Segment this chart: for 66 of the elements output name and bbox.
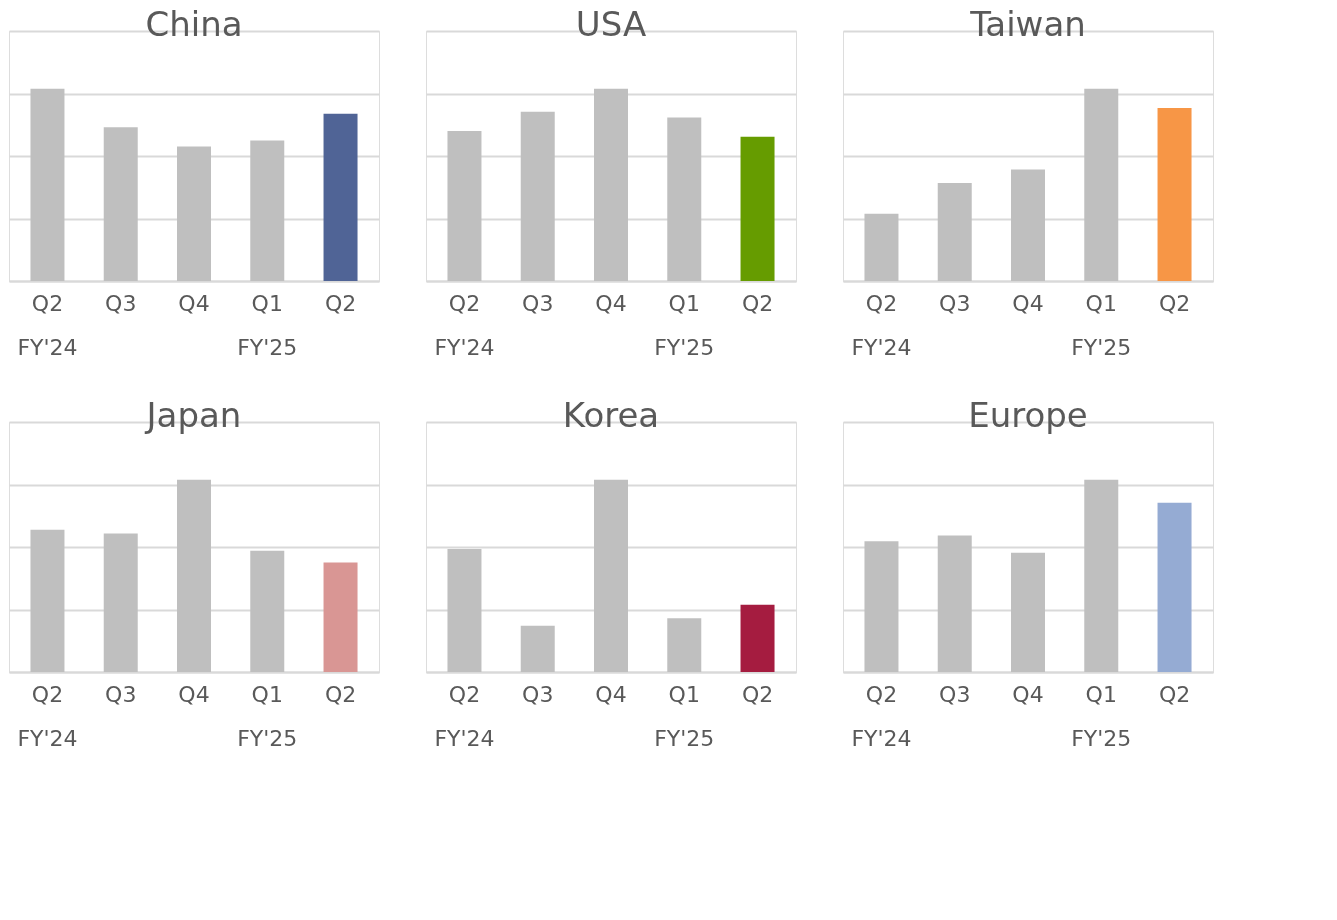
- x-tick-label: Q3: [939, 681, 971, 707]
- x-tick-label: Q4: [178, 290, 210, 316]
- chart-title: Europe: [968, 395, 1088, 435]
- bar: [177, 479, 211, 672]
- x-tick-label: Q4: [178, 681, 210, 707]
- bar: [177, 146, 211, 281]
- x-tick-label: Q4: [595, 681, 627, 707]
- bar: [103, 127, 138, 281]
- x-tick-label: Q3: [105, 290, 137, 316]
- bar: [864, 213, 899, 281]
- x-tick-label: Q2: [324, 681, 357, 707]
- bar: [1084, 88, 1119, 281]
- bar: [740, 136, 775, 281]
- x-tick-label: Q3: [939, 290, 971, 316]
- x-tick-label: Q1 FY'25: [1071, 290, 1132, 360]
- bar: [1157, 502, 1192, 672]
- bar: [864, 541, 899, 672]
- x-tick-label: Q2: [1158, 290, 1191, 316]
- x-tick-label: Q1 FY'25: [654, 290, 715, 360]
- x-tick-label: Q2 FY'24: [434, 290, 495, 360]
- bar: [1011, 552, 1045, 672]
- x-tick-label: Q2 FY'24: [17, 681, 78, 751]
- chart-title: Korea: [562, 395, 660, 435]
- bar: [520, 625, 555, 672]
- bar: [937, 182, 972, 281]
- bar: [323, 562, 358, 672]
- x-tick-label: Q4: [595, 290, 627, 316]
- chart-title: Taiwan: [969, 4, 1086, 44]
- x-tick-label: Q2 FY'24: [851, 681, 912, 751]
- bar: [667, 117, 702, 281]
- x-tick-label: Q2: [1158, 681, 1191, 707]
- bar: [520, 111, 555, 281]
- x-tick-label: Q1 FY'25: [237, 290, 298, 360]
- bar: [103, 533, 138, 672]
- x-tick-label: Q3: [105, 681, 137, 707]
- x-tick-label: Q2: [741, 290, 774, 316]
- x-tick-label: Q1 FY'25: [237, 681, 298, 751]
- chart-title: China: [145, 4, 243, 44]
- x-tick-label: Q4: [1012, 681, 1044, 707]
- x-tick-label: Q1 FY'25: [1071, 681, 1132, 751]
- bar: [594, 88, 628, 281]
- chart-title: USA: [575, 4, 647, 44]
- bar: [250, 140, 285, 281]
- x-tick-label: Q2 FY'24: [17, 290, 78, 360]
- bar: [447, 131, 482, 281]
- bar: [323, 113, 358, 281]
- bar: [1084, 479, 1119, 672]
- chart-title: Japan: [144, 395, 242, 435]
- bar: [937, 535, 972, 672]
- x-tick-label: Q3: [522, 681, 554, 707]
- bar: [30, 88, 65, 281]
- x-tick-label: Q2: [741, 681, 774, 707]
- x-tick-label: Q3: [522, 290, 554, 316]
- bar: [1011, 169, 1045, 281]
- bar: [594, 479, 628, 672]
- bar: [250, 550, 285, 672]
- x-tick-label: Q2 FY'24: [434, 681, 495, 751]
- bar: [740, 604, 775, 672]
- x-tick-label: Q4: [1012, 290, 1044, 316]
- x-tick-label: Q2: [324, 290, 357, 316]
- bar: [447, 548, 482, 672]
- x-tick-label: Q2 FY'24: [851, 290, 912, 360]
- bar: [1157, 107, 1192, 281]
- x-tick-label: Q1 FY'25: [654, 681, 715, 751]
- bar: [30, 529, 65, 672]
- bar: [667, 618, 702, 672]
